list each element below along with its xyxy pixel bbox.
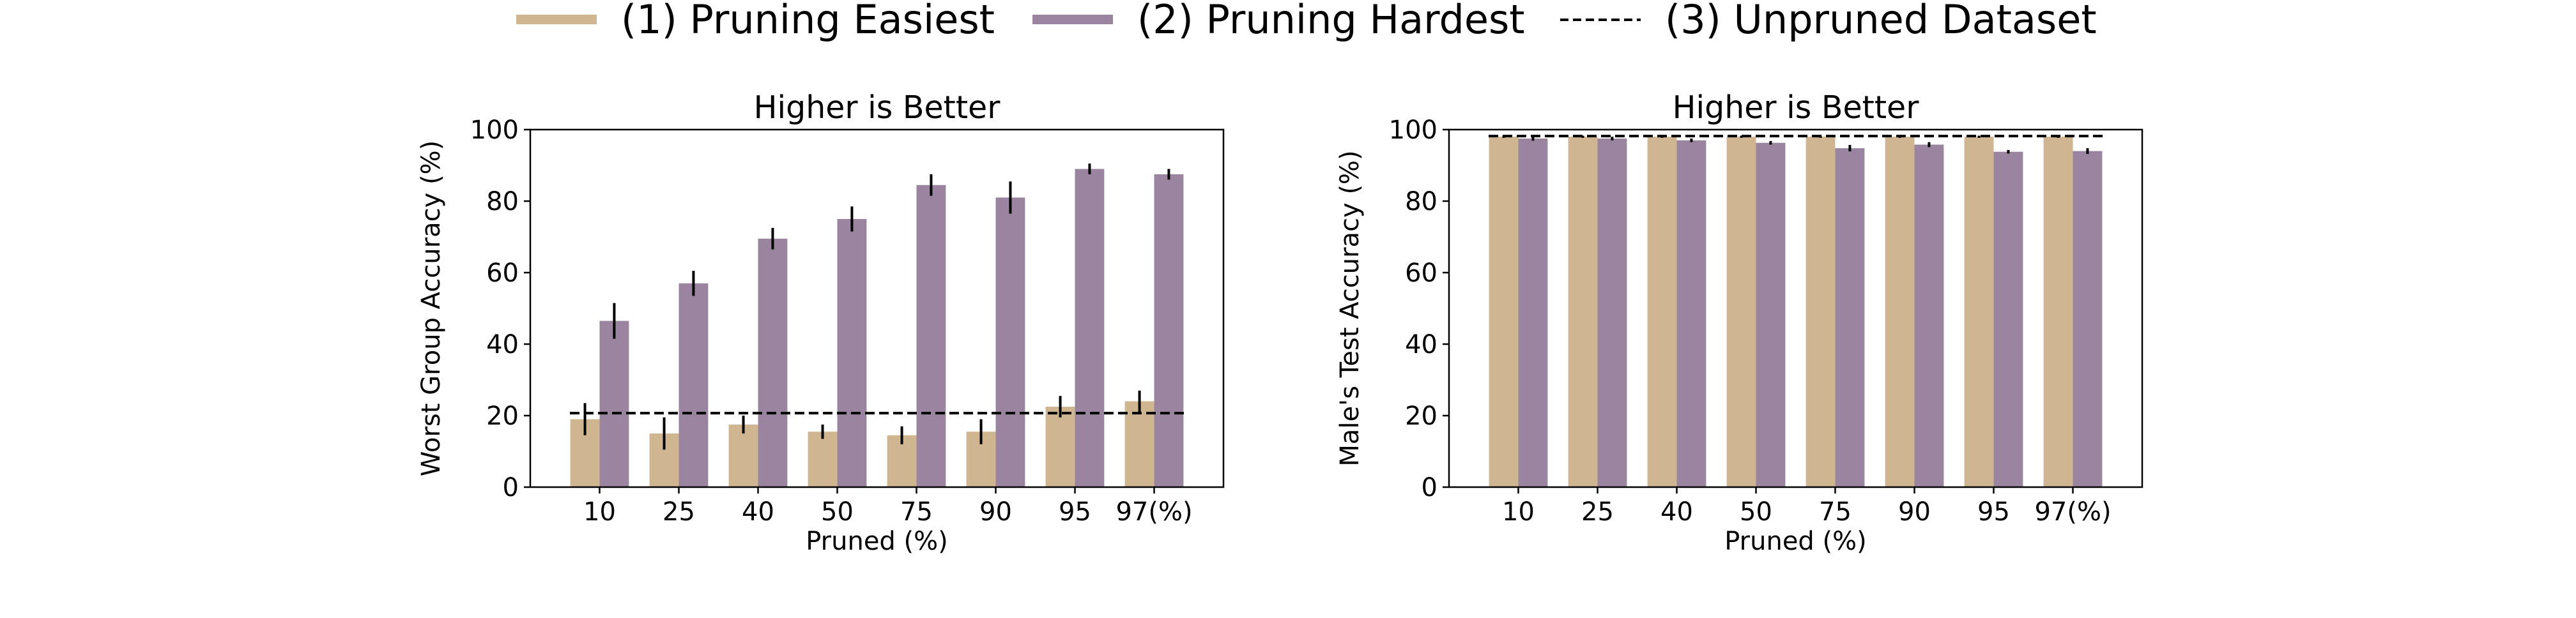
y-tick-label-4: 80 xyxy=(486,187,519,216)
bar-easiest-2 xyxy=(1647,137,1677,487)
x-axis-label: Pruned (%) xyxy=(806,527,948,556)
bar-hardest-0 xyxy=(599,320,629,487)
bar-hardest-3 xyxy=(837,219,867,487)
chart-male-test-accuracy: 0 20 40 60 80 100 10 25 40 50 75 90 95 97(%) Higher is… xyxy=(1335,89,2143,556)
bar-easiest-4 xyxy=(1805,137,1836,487)
bar-hardest-6 xyxy=(1075,169,1105,487)
x-tick-label-1: 25 xyxy=(663,497,695,527)
bar-hardest-3 xyxy=(1756,142,1786,488)
bar-hardest-5 xyxy=(1914,144,1944,487)
bar-easiest-7 xyxy=(1124,401,1154,487)
bar-hardest-7 xyxy=(1154,174,1184,487)
bar-hardest-1 xyxy=(1597,139,1627,487)
bar-hardest-6 xyxy=(1993,151,2023,488)
legend-swatch-easiest xyxy=(516,15,597,24)
legend-label-unpruned: (3) Unpruned Dataset xyxy=(1665,0,2097,43)
legend-swatch-hardest xyxy=(1032,15,1113,24)
bar-hardest-7 xyxy=(2073,151,2103,488)
x-tick-label-4: 75 xyxy=(900,497,933,527)
x-tick-label-1: 25 xyxy=(1581,497,1614,527)
x-tick-label-7: 97(%) xyxy=(2034,497,2111,527)
chart-title: Higher is Better xyxy=(1673,89,1920,126)
y-tick-label-5: 100 xyxy=(1389,116,1438,145)
y-tick-label-3: 60 xyxy=(1405,259,1438,288)
y-tick-label-3: 60 xyxy=(486,259,519,288)
y-axis-label: Male's Test Accuracy (%) xyxy=(1335,150,1365,466)
y-tick-label-4: 80 xyxy=(1405,187,1438,216)
y-axis-label: Worst Group Accuracy (%) xyxy=(417,140,446,476)
x-tick-label-6: 95 xyxy=(1059,497,1091,527)
y-tick-label-1: 20 xyxy=(1405,402,1438,431)
x-tick-label-0: 10 xyxy=(583,497,616,527)
legend-label-hardest: (2) Pruning Hardest xyxy=(1137,0,1525,43)
bar-easiest-2 xyxy=(728,425,758,487)
bar-easiest-0 xyxy=(1489,137,1519,487)
chart-title: Higher is Better xyxy=(754,89,1001,126)
x-tick-label-0: 10 xyxy=(1502,497,1535,527)
y-tick-label-2: 40 xyxy=(1405,330,1438,359)
y-tick-label-2: 40 xyxy=(486,330,519,359)
bar-easiest-6 xyxy=(1045,407,1075,487)
x-tick-label-6: 95 xyxy=(1977,497,2010,527)
y-tick-label-1: 20 xyxy=(486,402,519,431)
legend-label-easiest: (1) Pruning Easiest xyxy=(621,0,995,43)
bar-hardest-5 xyxy=(995,197,1025,487)
x-tick-label-7: 97(%) xyxy=(1116,497,1192,527)
x-tick-label-3: 50 xyxy=(821,497,854,527)
x-axis-label: Pruned (%) xyxy=(1724,527,1867,556)
bar-easiest-7 xyxy=(2043,137,2073,487)
bar-easiest-1 xyxy=(1568,137,1598,487)
x-tick-label-5: 90 xyxy=(979,497,1012,527)
legend: (1) Pruning Easiest (2) Pruning Hardest … xyxy=(516,0,2097,43)
bar-easiest-6 xyxy=(1964,137,1994,487)
bar-easiest-3 xyxy=(1726,137,1756,487)
bar-hardest-4 xyxy=(1835,148,1865,487)
bar-hardest-1 xyxy=(678,283,709,487)
axes-frame xyxy=(529,128,1225,488)
x-tick-label-3: 50 xyxy=(1740,497,1772,527)
bar-hardest-2 xyxy=(1676,140,1706,488)
bar-hardest-4 xyxy=(916,185,946,487)
chart-worst-group-accuracy: 0 20 40 60 80 100 10 25 40 50 75 90 95 97(%) Higher is… xyxy=(417,89,1225,556)
y-tick-label-0: 0 xyxy=(1422,473,1438,502)
x-tick-label-2: 40 xyxy=(742,497,774,527)
bar-hardest-2 xyxy=(758,238,788,487)
x-tick-label-2: 40 xyxy=(1660,497,1693,527)
y-tick-label-0: 0 xyxy=(503,473,519,502)
x-tick-label-4: 75 xyxy=(1819,497,1851,527)
bar-hardest-0 xyxy=(1518,139,1548,487)
y-tick-label-5: 100 xyxy=(470,116,519,145)
bar-easiest-3 xyxy=(808,432,838,487)
bar-easiest-5 xyxy=(1885,137,1915,487)
x-tick-label-5: 90 xyxy=(1898,497,1931,527)
axes-frame xyxy=(1448,128,2143,488)
